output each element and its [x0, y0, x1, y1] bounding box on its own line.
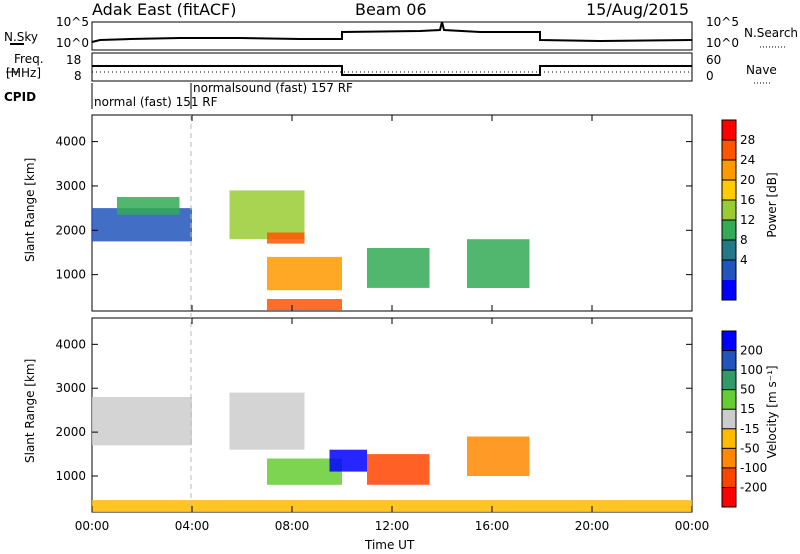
power-colorbar-swatch-5 — [722, 220, 736, 241]
velocity-colorbar-tick-label-1: 100 — [740, 363, 763, 377]
velocity-blob-4 — [367, 454, 430, 485]
power-colorbar-swatch-1 — [722, 140, 736, 161]
power-blob-7 — [467, 239, 530, 288]
power-colorbar-tick-label-2: 20 — [740, 173, 755, 187]
beam-title: Beam 06 — [355, 0, 427, 19]
freq-tick-top: 18 — [66, 53, 82, 67]
power-ytick-label-0: 4000 — [55, 135, 86, 149]
cpid-segment-1: normal (fast) 151 RF — [94, 95, 218, 109]
velocity-colorbar-swatch-0 — [722, 331, 736, 352]
nsky-panel-frame — [91, 21, 693, 51]
nsky-tick-top: 10^5 — [56, 15, 89, 29]
xtick-label-1: 04:00 — [175, 519, 210, 533]
power-ylabel: Slant Range [km] — [23, 157, 37, 262]
power-colorbar-tick-label-0: 28 — [740, 133, 755, 147]
power-colorbar-swatch-2 — [722, 160, 736, 181]
date-title: 15/Aug/2015 — [586, 0, 690, 19]
power-colorbar-tick-label-3: 16 — [740, 193, 755, 207]
xtick-label-0: 00:00 — [75, 519, 110, 533]
velocity-colorbar-tick-label-0: 200 — [740, 344, 763, 358]
nsearch-tick-bottom: 10^0 — [706, 36, 739, 50]
power-blob-6 — [367, 248, 430, 288]
power-panel — [91, 114, 693, 312]
power-blob-1 — [117, 197, 180, 215]
velocity-colorbar-swatch-3 — [722, 389, 736, 410]
axis-ticks: 4000 3000 2000 1000 4000 3000 2000 1000 00:00 04:… — [55, 115, 709, 533]
velocity-colorbar-swatch-8 — [722, 487, 736, 508]
power-blob-2 — [229, 190, 305, 240]
velocity-ytick-label-2: 2000 — [55, 425, 86, 439]
nsearch-label: N.Search — [744, 26, 799, 40]
xtick-label-4: 16:00 — [475, 519, 510, 533]
velocity-ylabel: Slant Range [km] — [23, 358, 37, 463]
power-colorbar-swatch-8 — [722, 280, 736, 301]
velocity-colorbar-frame — [721, 330, 737, 508]
radar-title: Adak East (fitACF) — [92, 0, 237, 19]
velocity-blob-0 — [92, 397, 192, 446]
velocity-colorbar-tick-label-4: -15 — [740, 422, 760, 436]
velocity-blob-5 — [467, 436, 530, 476]
velocity-ytick-label-0: 4000 — [55, 337, 86, 351]
nave-tick-top: 60 — [706, 53, 722, 67]
nsky-label: N.Sky — [4, 30, 39, 44]
freq-label-1: Freq. — [14, 52, 44, 66]
power-colorbar-tick-label-6: 4 — [740, 253, 748, 267]
power-colorbar-frame — [721, 119, 737, 301]
power-colorbar-tick-label-1: 24 — [740, 153, 755, 167]
xtick-label-3: 12:00 — [375, 519, 410, 533]
velocity-blob-3 — [329, 449, 367, 472]
velocity-colorbar-tick-label-7: -200 — [740, 480, 767, 494]
xtick-label-2: 08:00 — [275, 519, 310, 533]
power-data-group — [92, 190, 530, 311]
xtick-label-5: 20:00 — [575, 519, 610, 533]
nave-label: Nave — [746, 63, 777, 77]
power-ytick-label-3: 1000 — [55, 268, 86, 282]
velocity-colorbar-tick-label-3: 15 — [740, 402, 755, 416]
nsky-line — [91, 21, 693, 43]
power-ytick-label-1: 3000 — [55, 179, 86, 193]
velocity-colorbar-tick-label-5: -50 — [740, 441, 760, 455]
velocity-colorbar-label: Velocity [m s⁻¹] — [765, 365, 779, 459]
nave-tick-bottom: 0 — [706, 69, 714, 83]
cpid-label: CPID — [4, 90, 37, 104]
power-ytick-label-2: 2000 — [55, 223, 86, 237]
power-colorbar: 28 24 20 16 12 8 4 — [721, 119, 755, 301]
freq-label-2: [MHz] — [6, 66, 42, 80]
velocity-colorbar-swatch-7 — [722, 467, 736, 488]
time-xlabel: Time UT — [365, 538, 415, 552]
power-blob-3 — [267, 232, 305, 244]
velocity-colorbar-tick-label-2: 50 — [740, 383, 755, 397]
xtick-label-6: 00:00 — [675, 519, 710, 533]
velocity-colorbar: 200 100 50 15 -15 -50 -100 -200 — [721, 330, 767, 508]
velocity-colorbar-swatch-5 — [722, 428, 736, 449]
velocity-colorbar-swatch-6 — [722, 448, 736, 469]
freq-line — [92, 65, 692, 76]
power-blob-5 — [267, 299, 342, 311]
power-colorbar-swatch-7 — [722, 260, 736, 281]
velocity-colorbar-tick-label-6: -100 — [740, 461, 767, 475]
velocity-colorbar-swatch-4 — [722, 409, 736, 430]
nsearch-tick-top: 10^5 — [706, 15, 739, 29]
velocity-ytick-label-3: 1000 — [55, 469, 86, 483]
power-colorbar-swatch-4 — [722, 200, 736, 221]
velocity-blob-1 — [229, 392, 305, 450]
velocity-panel — [91, 317, 693, 513]
power-colorbar-swatch-3 — [722, 180, 736, 201]
nsky-tick-bottom: 10^0 — [56, 36, 89, 50]
velocity-ytick-label-1: 3000 — [55, 381, 86, 395]
power-colorbar-tick-label-5: 8 — [740, 233, 748, 247]
power-blob-4 — [267, 256, 342, 291]
power-colorbar-tick-label-4: 12 — [740, 213, 755, 227]
freq-tick-bottom: 8 — [74, 69, 82, 83]
power-colorbar-swatch-6 — [722, 240, 736, 261]
cpid-segment-2: normalsound (fast) 157 RF — [193, 81, 353, 95]
velocity-colorbar-swatch-2 — [722, 370, 736, 391]
power-colorbar-swatch-0 — [722, 120, 736, 141]
velocity-colorbar-swatch-1 — [722, 350, 736, 371]
power-colorbar-label: Power [dB] — [765, 172, 779, 238]
